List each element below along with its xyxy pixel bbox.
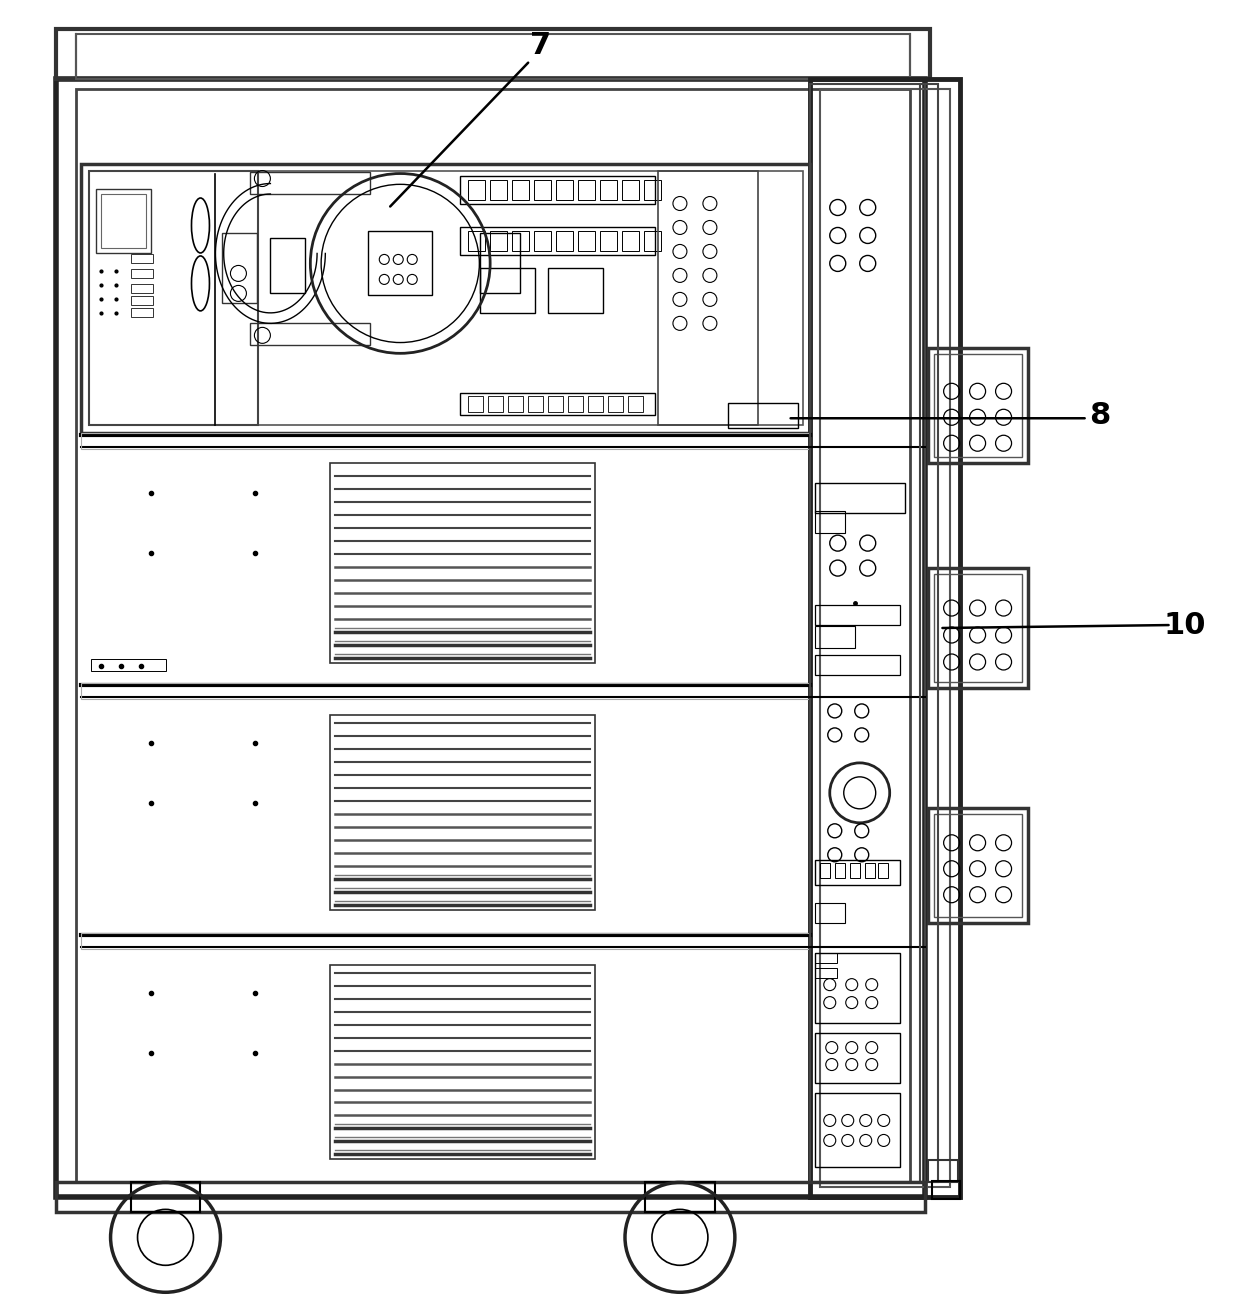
Bar bbox=[81, 933, 810, 949]
Bar bbox=[815, 968, 837, 977]
Bar bbox=[622, 180, 639, 199]
Bar bbox=[815, 1032, 900, 1083]
Bar bbox=[548, 268, 603, 314]
Bar bbox=[815, 625, 854, 648]
Bar bbox=[588, 396, 603, 412]
Bar bbox=[222, 233, 258, 304]
Bar bbox=[56, 1182, 925, 1212]
Bar bbox=[130, 270, 153, 279]
Bar bbox=[578, 232, 595, 251]
Bar bbox=[270, 238, 305, 293]
Bar bbox=[534, 180, 551, 199]
Bar bbox=[330, 463, 595, 663]
Bar bbox=[250, 172, 371, 194]
Text: 7: 7 bbox=[529, 31, 551, 60]
Bar bbox=[578, 180, 595, 199]
Bar bbox=[815, 483, 905, 513]
Bar bbox=[528, 396, 543, 412]
Bar bbox=[81, 164, 810, 433]
Bar bbox=[934, 354, 1022, 457]
Bar bbox=[76, 89, 910, 1182]
Bar bbox=[815, 511, 844, 533]
Bar bbox=[934, 575, 1022, 681]
Bar bbox=[815, 952, 837, 963]
Bar bbox=[644, 232, 661, 251]
Bar bbox=[512, 180, 529, 199]
Bar bbox=[622, 232, 639, 251]
Bar bbox=[460, 228, 655, 255]
Bar bbox=[480, 268, 536, 314]
Bar bbox=[815, 860, 900, 885]
Bar bbox=[469, 396, 484, 412]
Bar bbox=[489, 396, 503, 412]
Bar bbox=[330, 964, 595, 1160]
Bar bbox=[645, 1182, 715, 1212]
Bar bbox=[820, 863, 830, 878]
Bar bbox=[627, 396, 644, 412]
Bar bbox=[76, 34, 910, 78]
Bar bbox=[815, 655, 900, 675]
Bar bbox=[130, 309, 153, 318]
Bar bbox=[130, 254, 153, 263]
Bar bbox=[88, 171, 802, 425]
Bar bbox=[920, 83, 937, 1182]
Bar bbox=[815, 903, 844, 923]
Bar bbox=[608, 396, 622, 412]
Bar bbox=[849, 863, 859, 878]
Bar bbox=[460, 394, 655, 416]
Bar bbox=[469, 232, 485, 251]
Bar bbox=[512, 232, 529, 251]
Bar bbox=[250, 323, 371, 345]
Bar bbox=[815, 605, 900, 625]
Bar bbox=[100, 194, 145, 249]
Bar bbox=[534, 232, 551, 251]
Bar bbox=[931, 1182, 960, 1199]
Bar bbox=[658, 171, 758, 425]
Bar bbox=[815, 952, 900, 1023]
Bar bbox=[490, 232, 507, 251]
Bar bbox=[820, 89, 950, 1187]
Text: 10: 10 bbox=[1163, 611, 1205, 640]
Bar bbox=[56, 78, 925, 1197]
Bar bbox=[490, 180, 507, 199]
Bar bbox=[600, 180, 618, 199]
Bar bbox=[130, 284, 153, 293]
Bar bbox=[928, 568, 1028, 688]
Bar bbox=[95, 189, 150, 254]
Bar bbox=[835, 863, 844, 878]
Bar bbox=[469, 180, 485, 199]
Bar bbox=[600, 232, 618, 251]
Bar bbox=[928, 808, 1028, 923]
Text: 8: 8 bbox=[1089, 401, 1110, 430]
Bar bbox=[460, 176, 655, 203]
Bar bbox=[508, 396, 523, 412]
Bar bbox=[556, 180, 573, 199]
Bar bbox=[728, 403, 797, 429]
Bar bbox=[878, 863, 888, 878]
Bar bbox=[810, 78, 960, 1197]
Bar bbox=[130, 296, 153, 305]
Bar bbox=[330, 715, 595, 909]
Bar bbox=[81, 683, 810, 698]
Bar bbox=[480, 233, 520, 293]
Bar bbox=[815, 1092, 900, 1167]
Bar bbox=[568, 396, 583, 412]
Bar bbox=[548, 396, 563, 412]
Bar bbox=[88, 171, 258, 425]
Bar bbox=[56, 29, 930, 78]
Bar bbox=[928, 348, 1028, 463]
Bar bbox=[130, 1182, 201, 1212]
Bar bbox=[91, 659, 165, 671]
Bar bbox=[864, 863, 874, 878]
Bar bbox=[556, 232, 573, 251]
Bar bbox=[368, 232, 433, 296]
Bar bbox=[934, 814, 1022, 917]
Bar bbox=[81, 433, 810, 450]
Bar bbox=[810, 83, 925, 1182]
Bar bbox=[644, 180, 661, 199]
Bar bbox=[928, 1161, 957, 1182]
